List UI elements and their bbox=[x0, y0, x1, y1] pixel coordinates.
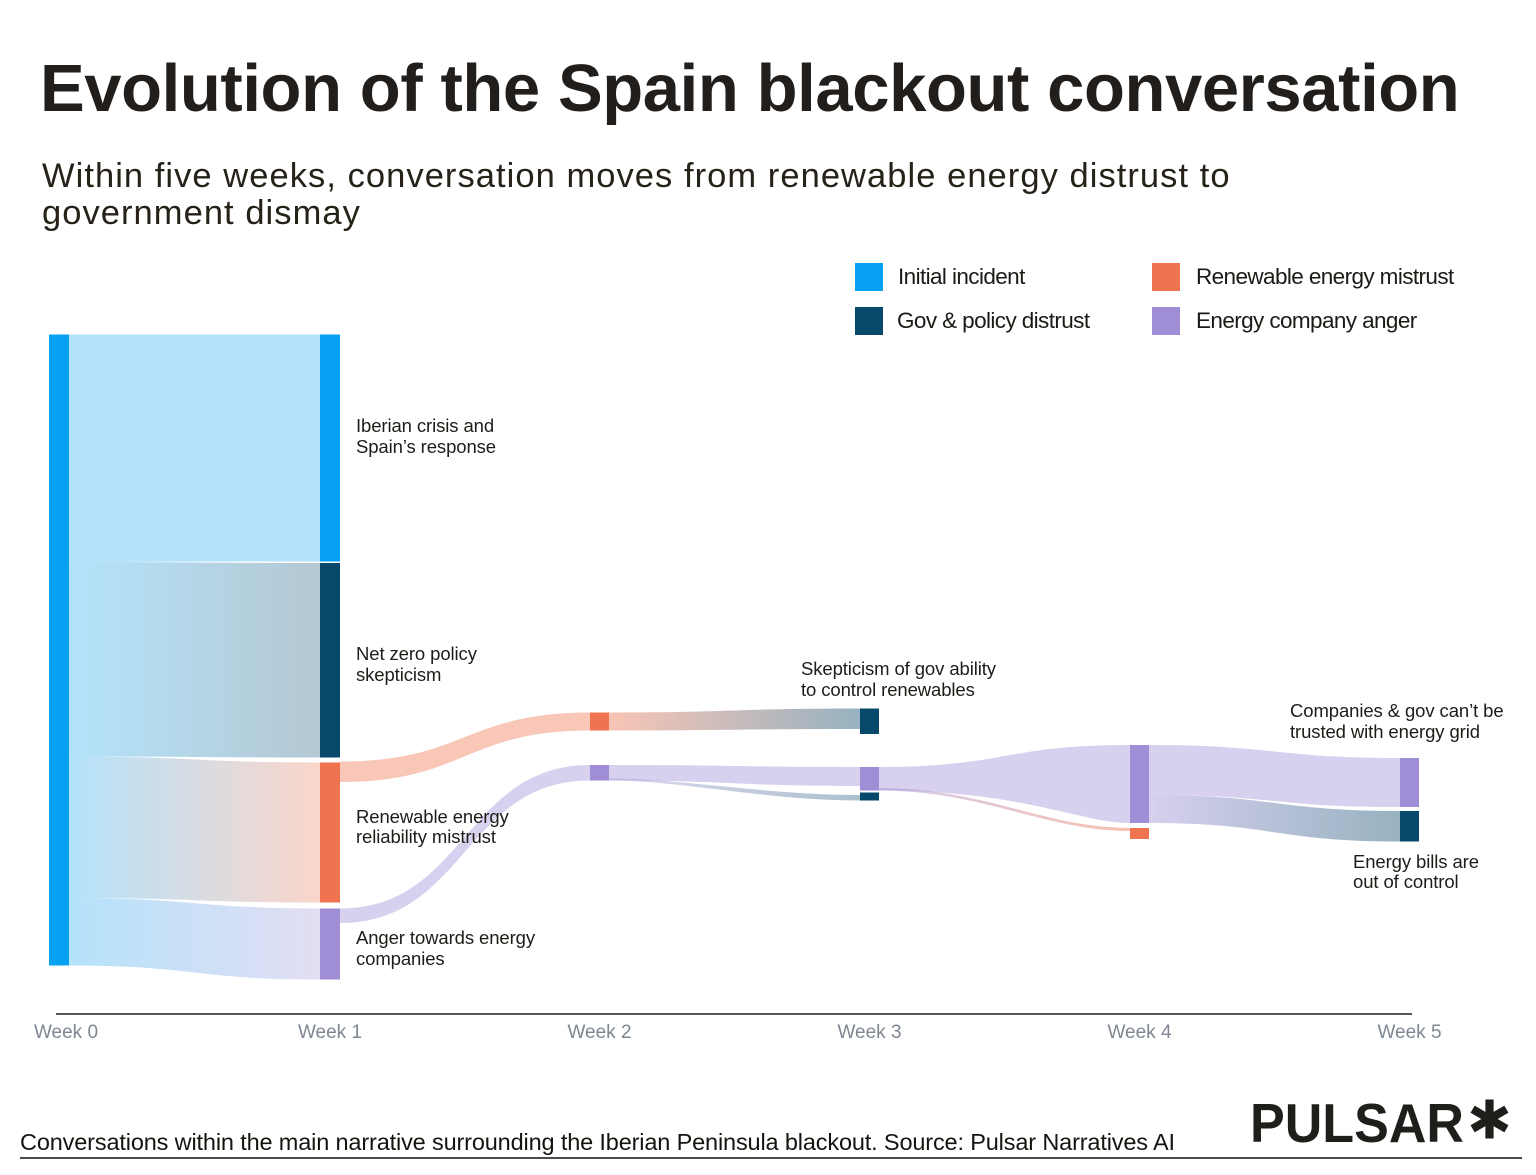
svg-text:PULSAR: PULSAR bbox=[1250, 1095, 1464, 1147]
